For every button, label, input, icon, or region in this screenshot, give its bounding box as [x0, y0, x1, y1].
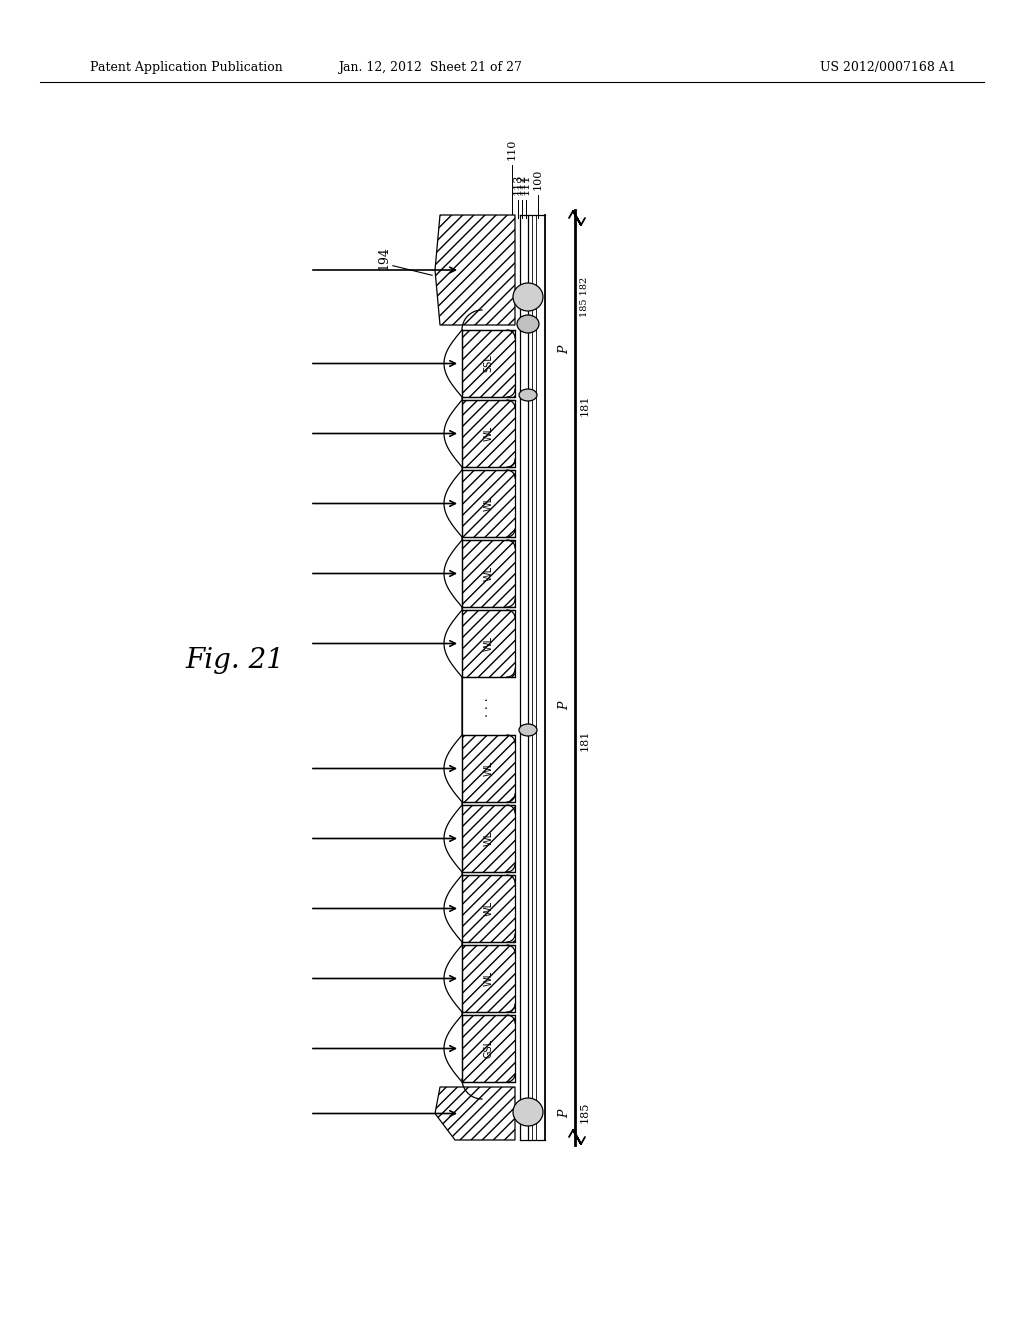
Text: 112: 112	[517, 174, 527, 195]
Ellipse shape	[513, 1098, 543, 1126]
Text: 100: 100	[534, 169, 543, 190]
Text: · · ·: · · ·	[482, 698, 495, 717]
Text: 181: 181	[580, 395, 590, 416]
Text: 185 182: 185 182	[580, 277, 589, 317]
Text: SSL: SSL	[483, 355, 494, 372]
Text: P: P	[558, 702, 571, 710]
Bar	[462, 540, 515, 607]
Text: 181: 181	[580, 730, 590, 751]
Text: WL: WL	[483, 566, 494, 581]
Text: WL: WL	[483, 496, 494, 511]
Bar	[462, 875, 515, 942]
Bar	[462, 540, 515, 607]
Text: P: P	[558, 346, 571, 354]
Text: US 2012/0007168 A1: US 2012/0007168 A1	[820, 62, 955, 74]
Text: GSL: GSL	[483, 1039, 494, 1059]
Text: WL: WL	[483, 760, 494, 776]
Bar	[462, 470, 515, 537]
Bar	[462, 1015, 515, 1082]
Text: P: P	[558, 1109, 571, 1118]
Polygon shape	[435, 1086, 515, 1140]
Bar	[462, 805, 515, 873]
Bar	[462, 610, 515, 677]
Text: 110: 110	[507, 139, 517, 160]
Text: WL: WL	[483, 426, 494, 441]
Text: 111: 111	[521, 174, 531, 195]
Text: Fig. 21: Fig. 21	[185, 647, 284, 673]
Bar	[462, 945, 515, 1012]
Text: Jan. 12, 2012  Sheet 21 of 27: Jan. 12, 2012 Sheet 21 of 27	[338, 62, 522, 74]
Bar	[462, 330, 515, 397]
Bar	[462, 805, 515, 873]
Bar	[462, 400, 515, 467]
Bar	[462, 400, 515, 467]
Text: 194: 194	[377, 246, 390, 269]
Text: WL: WL	[483, 902, 494, 916]
Bar	[462, 1015, 515, 1082]
Bar	[462, 875, 515, 942]
Text: Patent Application Publication: Patent Application Publication	[90, 62, 283, 74]
Ellipse shape	[517, 315, 539, 333]
Text: WL: WL	[483, 636, 494, 651]
Polygon shape	[435, 215, 515, 325]
Ellipse shape	[519, 723, 537, 737]
Bar	[462, 610, 515, 677]
Bar	[462, 330, 515, 397]
Text: 113: 113	[513, 174, 523, 195]
Ellipse shape	[513, 282, 543, 312]
Text: WL: WL	[483, 972, 494, 986]
Bar	[462, 470, 515, 537]
Ellipse shape	[519, 389, 537, 401]
Text: WL: WL	[483, 830, 494, 846]
Bar	[462, 945, 515, 1012]
Bar	[462, 735, 515, 803]
Text: 185: 185	[580, 1101, 590, 1123]
Bar	[462, 735, 515, 803]
